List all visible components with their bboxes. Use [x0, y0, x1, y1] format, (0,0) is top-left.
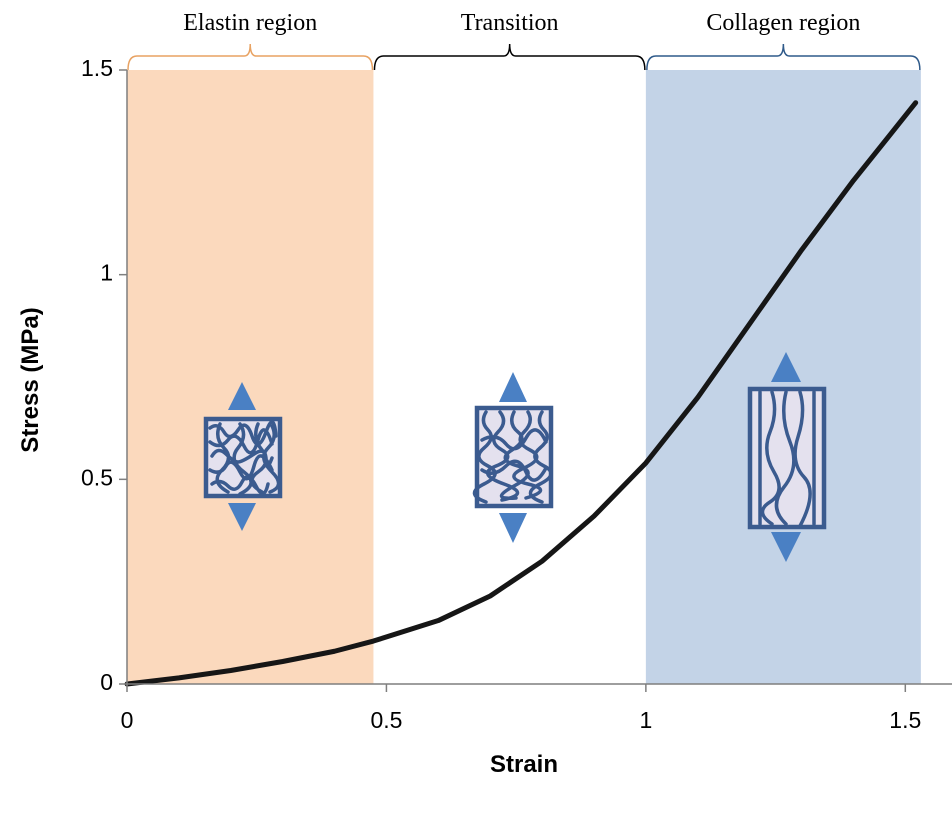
y-tick-label: 0 — [100, 669, 113, 695]
region-band — [127, 70, 374, 684]
x-tick-label: 1.5 — [889, 707, 921, 733]
regions: Elastin region Transition Collagen region — [127, 10, 921, 684]
arrow-down — [771, 532, 801, 562]
y-tick-label: 1 — [100, 260, 113, 286]
region-band — [373, 70, 646, 684]
region-label: Elastin region — [183, 10, 317, 36]
region-bracket — [127, 43, 374, 71]
fibers — [758, 390, 816, 528]
arrow-down — [228, 503, 256, 531]
fiber-box — [747, 386, 827, 530]
elastin-icon — [203, 382, 283, 531]
y-tick-label: 1.5 — [81, 55, 113, 81]
region-bracket — [646, 43, 921, 71]
fibers — [472, 410, 553, 504]
arrow-up — [499, 372, 527, 402]
x-tick-label: 1 — [639, 707, 652, 733]
region-label: Collagen region — [706, 10, 860, 36]
curve-layer — [124, 100, 919, 687]
collagen-icon — [747, 352, 827, 562]
arrow-up — [228, 382, 256, 410]
fiber-icons — [203, 352, 827, 562]
stress-strain-curve — [124, 100, 919, 687]
axes: 0 0.5 1 1.5 0 0.5 1 1.5 — [81, 55, 952, 733]
y-tick-label: 0.5 — [81, 464, 113, 490]
transition-icon — [472, 372, 554, 543]
region-label: Transition — [461, 10, 559, 36]
y-axis-title: Stress (MPa) — [17, 307, 44, 452]
fibers — [208, 420, 281, 496]
region-bracket — [373, 43, 646, 71]
x-tick-label: 0.5 — [370, 707, 402, 733]
x-axis-title: Strain — [490, 751, 558, 778]
x-tick-label: 0 — [121, 707, 134, 733]
arrow-down — [499, 513, 527, 543]
arrow-up — [771, 352, 801, 382]
